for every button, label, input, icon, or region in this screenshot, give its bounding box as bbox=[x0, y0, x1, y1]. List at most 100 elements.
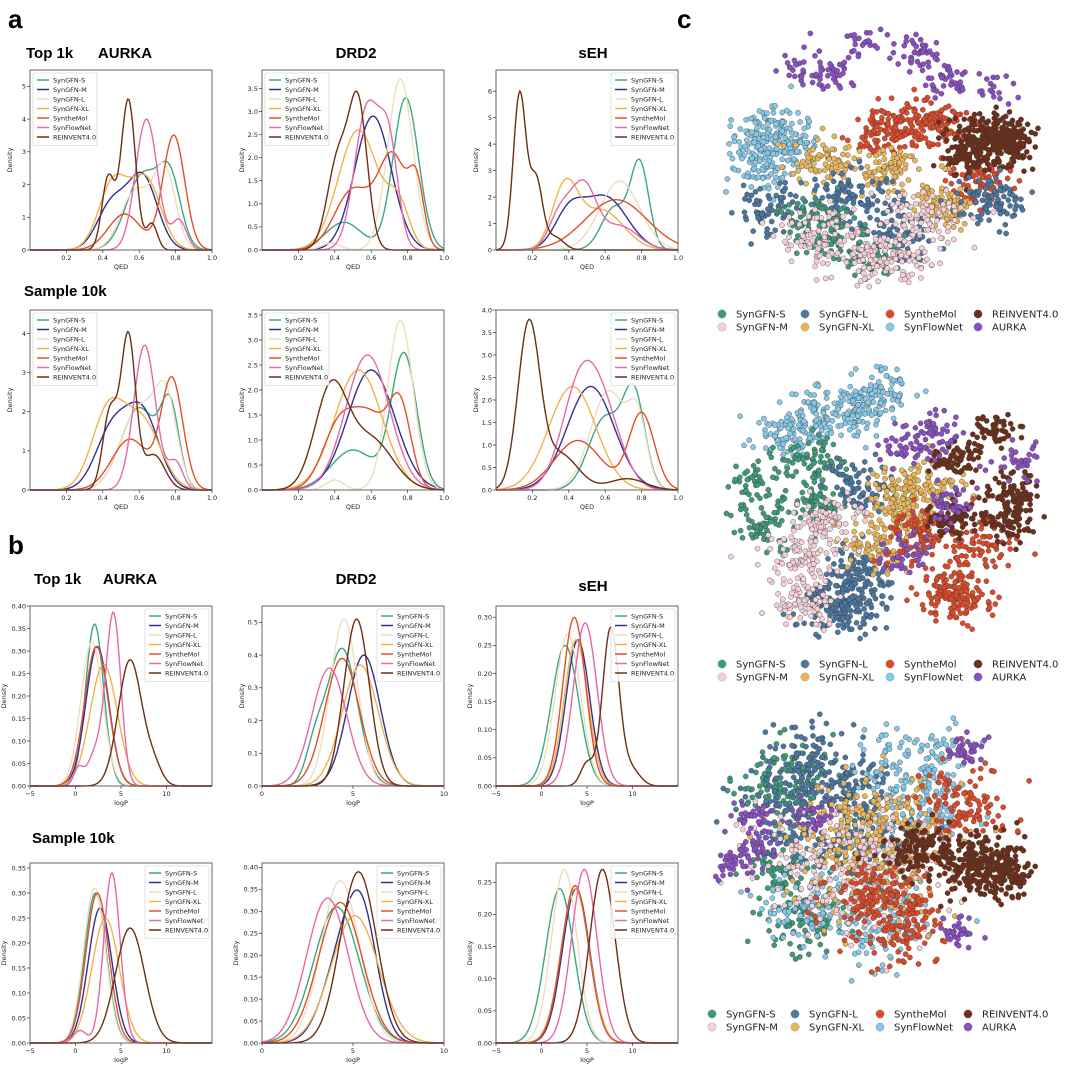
scatter-point bbox=[1013, 207, 1018, 212]
scatter-point bbox=[745, 477, 750, 482]
scatter-point bbox=[925, 498, 930, 503]
scatter-point bbox=[894, 169, 899, 174]
scatter-point bbox=[821, 628, 826, 633]
scatter-point bbox=[875, 208, 880, 213]
scatter-point bbox=[812, 392, 817, 397]
legend-label: SynGFN-XL bbox=[165, 641, 201, 649]
scatter-point bbox=[941, 131, 946, 136]
legend-label: SynGFN-M bbox=[53, 86, 87, 94]
scatter-point bbox=[913, 201, 918, 206]
legend-label: SynGFN-L bbox=[631, 888, 663, 896]
scatter-point bbox=[845, 490, 850, 495]
scatter-point bbox=[805, 452, 810, 457]
y-tick-label: 0.20 bbox=[478, 911, 492, 919]
scatter-point bbox=[818, 483, 823, 488]
scatter-point bbox=[952, 158, 957, 163]
scatter-point bbox=[939, 186, 944, 191]
y-tick-label: 0.3 bbox=[248, 684, 258, 692]
scatter-point bbox=[815, 137, 820, 142]
legend-label: SynGFN-L bbox=[631, 335, 663, 343]
scatter-point bbox=[907, 480, 912, 485]
scatter-point bbox=[975, 435, 980, 440]
y-tick-label: 0.35 bbox=[244, 886, 258, 894]
scatter-point bbox=[1003, 146, 1008, 151]
scatter-point bbox=[916, 469, 921, 474]
y-tick-label: 3.5 bbox=[482, 329, 492, 337]
legend-label: SynGFN-M bbox=[53, 326, 87, 334]
x-tick-label: −5 bbox=[25, 790, 35, 798]
x-tick-label: 0.8 bbox=[636, 494, 646, 502]
scatter-point bbox=[794, 622, 799, 627]
scatter-point bbox=[833, 412, 838, 417]
scatter-point bbox=[1034, 483, 1039, 488]
scatter-point bbox=[895, 201, 900, 206]
legend-label: SyntheMol bbox=[397, 650, 431, 658]
scatter-point bbox=[888, 231, 893, 236]
scatter-point bbox=[838, 163, 843, 168]
x-tick-label: 0 bbox=[260, 790, 264, 798]
series-line-syngfn-l bbox=[496, 181, 678, 250]
scatter-point bbox=[921, 189, 926, 194]
scatter-point bbox=[828, 198, 833, 203]
scatter-point bbox=[908, 475, 913, 480]
scatter-point bbox=[951, 225, 956, 230]
scatter-point bbox=[917, 231, 922, 236]
scatter-point bbox=[829, 226, 834, 231]
scatter-point bbox=[783, 135, 788, 140]
scatter-point bbox=[941, 156, 946, 161]
scatter-point bbox=[765, 226, 770, 231]
scatter-point bbox=[818, 548, 823, 553]
scatter-point bbox=[994, 192, 999, 197]
scatter-point bbox=[929, 262, 934, 267]
scatter-point bbox=[823, 440, 828, 445]
scatter-point bbox=[925, 524, 930, 529]
scatter-point bbox=[830, 147, 835, 152]
scatter-point bbox=[911, 461, 916, 466]
scatter-point bbox=[956, 585, 961, 590]
scatter-point bbox=[881, 541, 886, 546]
scatter-point bbox=[819, 68, 824, 73]
scatter-point bbox=[837, 62, 842, 67]
scatter-point bbox=[763, 432, 768, 437]
scatter-point bbox=[854, 620, 859, 625]
legend-label: SynGFN-XL bbox=[631, 641, 667, 649]
scatter-point bbox=[846, 497, 851, 502]
scatter-point bbox=[774, 121, 779, 126]
scatter-point bbox=[809, 567, 814, 572]
scatter-point bbox=[843, 538, 848, 543]
scatter-point bbox=[822, 235, 827, 240]
scatter-point bbox=[764, 111, 769, 116]
scatter-point bbox=[966, 175, 971, 180]
scatter-point bbox=[941, 83, 946, 88]
scatter-point bbox=[884, 489, 889, 494]
scatter-point bbox=[760, 176, 765, 181]
scatter-point bbox=[830, 211, 835, 216]
scatter-point bbox=[866, 548, 871, 553]
scatter-point bbox=[788, 65, 793, 70]
x-tick-label: 1.0 bbox=[439, 254, 449, 262]
y-tick-label: 5 bbox=[488, 114, 492, 122]
scatter-point bbox=[909, 272, 914, 277]
x-tick-label: 0.8 bbox=[402, 494, 412, 502]
scatter-point bbox=[925, 507, 930, 512]
scatter-point bbox=[838, 464, 843, 469]
scatter-point bbox=[950, 479, 955, 484]
scatter-point bbox=[831, 171, 836, 176]
scatter-point bbox=[902, 43, 907, 48]
scatter-point bbox=[907, 69, 912, 74]
scatter-point bbox=[944, 217, 949, 222]
scatter-point bbox=[737, 139, 742, 144]
legend-label: SynGFN-L bbox=[631, 631, 663, 639]
x-axis-label: QED bbox=[346, 503, 360, 511]
scatter-point bbox=[825, 405, 830, 410]
scatter-point bbox=[840, 586, 845, 591]
y-tick-label: 1 bbox=[22, 214, 26, 222]
scatter-point bbox=[949, 192, 954, 197]
scatter-point bbox=[995, 121, 1000, 126]
scatter-point bbox=[840, 214, 845, 219]
row-label-b-sample: Sample 10k bbox=[32, 830, 115, 847]
scatter-point bbox=[985, 491, 990, 496]
scatter-point bbox=[785, 158, 790, 163]
